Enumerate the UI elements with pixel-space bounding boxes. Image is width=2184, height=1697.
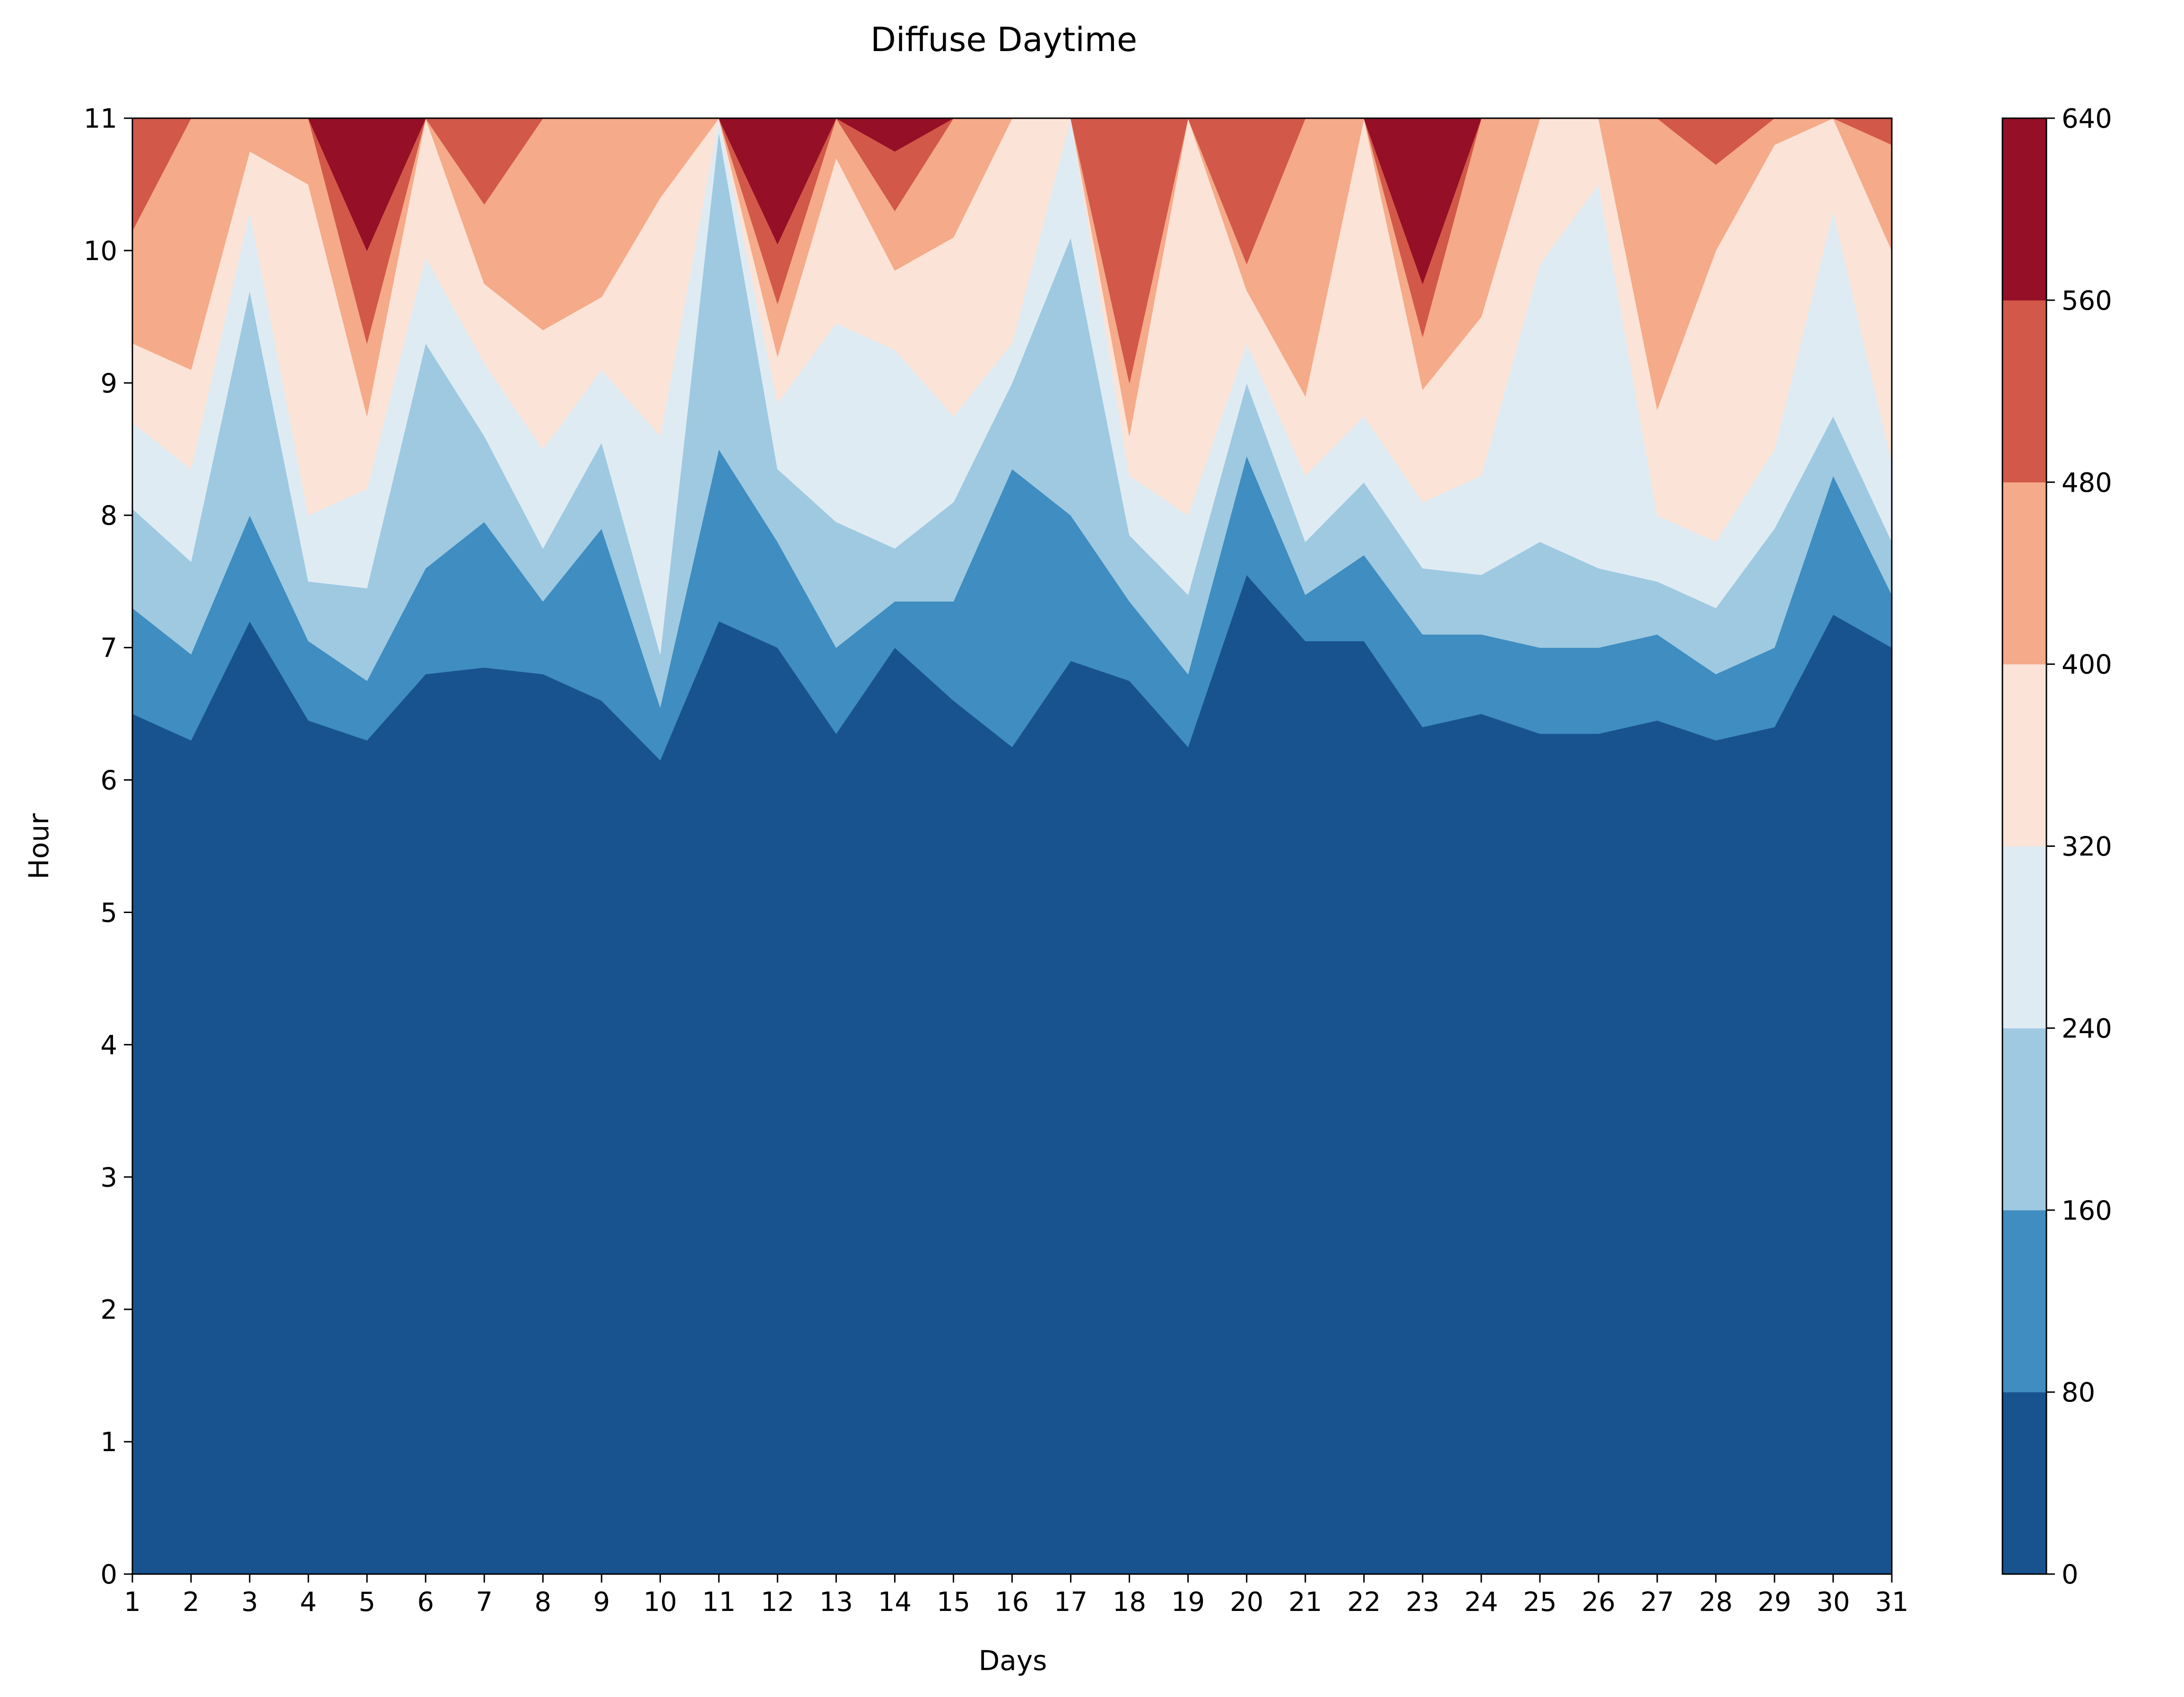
x-tick-label: 6 (417, 1587, 434, 1618)
x-tick-label: 8 (534, 1587, 551, 1618)
x-tick-label: 7 (476, 1587, 493, 1618)
x-tick-label: 1 (124, 1587, 141, 1618)
y-tick-label: 6 (100, 766, 117, 796)
x-tick-label: 19 (1171, 1587, 1205, 1618)
x-tick-label: 13 (819, 1587, 853, 1618)
x-tick-label: 11 (702, 1587, 736, 1618)
x-tick-label: 14 (878, 1587, 912, 1618)
x-tick-label: 10 (644, 1587, 677, 1618)
x-axis-label: Days (979, 1645, 1047, 1677)
x-tick-label: 28 (1699, 1587, 1732, 1618)
y-tick-label: 10 (84, 236, 117, 267)
y-tick-label: 11 (84, 104, 117, 134)
y-axis-label: Hour (23, 813, 55, 879)
x-tick-label: 26 (1582, 1587, 1615, 1618)
colorbar-segment (2002, 118, 2047, 301)
y-tick-label: 2 (100, 1295, 117, 1325)
colorbar-tick-label: 160 (2062, 1195, 2112, 1226)
y-tick-label: 9 (100, 368, 117, 399)
colorbar-segment (2002, 846, 2047, 1028)
colorbar-segment (2002, 482, 2047, 665)
contour-bands (132, 117, 1892, 1575)
x-tick-label: 3 (241, 1587, 258, 1618)
x-tick-label: 30 (1816, 1587, 1850, 1618)
x-tick-label: 27 (1640, 1587, 1674, 1618)
colorbar-segment (2002, 664, 2047, 846)
x-tick-label: 12 (761, 1587, 794, 1618)
x-tick-label: 22 (1347, 1587, 1381, 1618)
colorbar-segment (2002, 1392, 2047, 1575)
x-tick-label: 24 (1464, 1587, 1498, 1618)
x-tick-label: 31 (1875, 1587, 1908, 1618)
colorbar-tick-label: 560 (2062, 286, 2112, 316)
x-tick-label: 4 (300, 1587, 317, 1618)
x-tick-label: 5 (358, 1587, 375, 1618)
x-tick-label: 9 (593, 1587, 610, 1618)
x-tick-label: 18 (1113, 1587, 1146, 1618)
x-tick-label: 20 (1230, 1587, 1263, 1618)
y-axis-ticks: 0 1 2 3 4 5 6 7 8 9 10 11 (84, 104, 132, 1590)
colorbar-tick-label: 400 (2062, 650, 2112, 680)
x-tick-label: 23 (1406, 1587, 1439, 1618)
y-tick-label: 8 (100, 501, 117, 531)
x-tick-label: 25 (1523, 1587, 1557, 1618)
colorbar-segment (2002, 1210, 2047, 1392)
colorbar-tick-label: 320 (2062, 832, 2112, 862)
x-tick-label: 29 (1758, 1587, 1791, 1618)
colorbar-tick-label: 640 (2062, 104, 2112, 134)
colorbar-tick-label: 240 (2062, 1013, 2112, 1044)
y-tick-label: 1 (100, 1427, 117, 1458)
colorbar: 0 80 160 240 320 400 480 560 640 (2001, 104, 2112, 1590)
y-tick-label: 3 (100, 1162, 117, 1193)
chart-title: Diffuse Daytime (870, 20, 1137, 59)
y-tick-label: 7 (100, 633, 117, 664)
x-tick-label: 17 (1054, 1587, 1088, 1618)
x-tick-label: 2 (183, 1587, 200, 1618)
x-tick-label: 16 (995, 1587, 1029, 1618)
x-tick-label: 21 (1288, 1587, 1322, 1618)
colorbar-tick-label: 480 (2062, 468, 2112, 498)
colorbar-tick-label: 0 (2062, 1559, 2079, 1590)
colorbar-tick-label: 80 (2062, 1377, 2095, 1408)
y-tick-label: 5 (100, 897, 117, 928)
colorbar-segment (2002, 300, 2047, 483)
x-axis-ticks: 1 2 3 4 5 6 7 8 9 10 11 12 13 14 15 16 17 18 19 20 21 22 23 24 2… (124, 1574, 1909, 1618)
y-tick-label: 4 (100, 1030, 117, 1061)
y-tick-label: 0 (100, 1559, 117, 1590)
colorbar-segment (2002, 1027, 2047, 1210)
x-tick-label: 15 (937, 1587, 970, 1618)
